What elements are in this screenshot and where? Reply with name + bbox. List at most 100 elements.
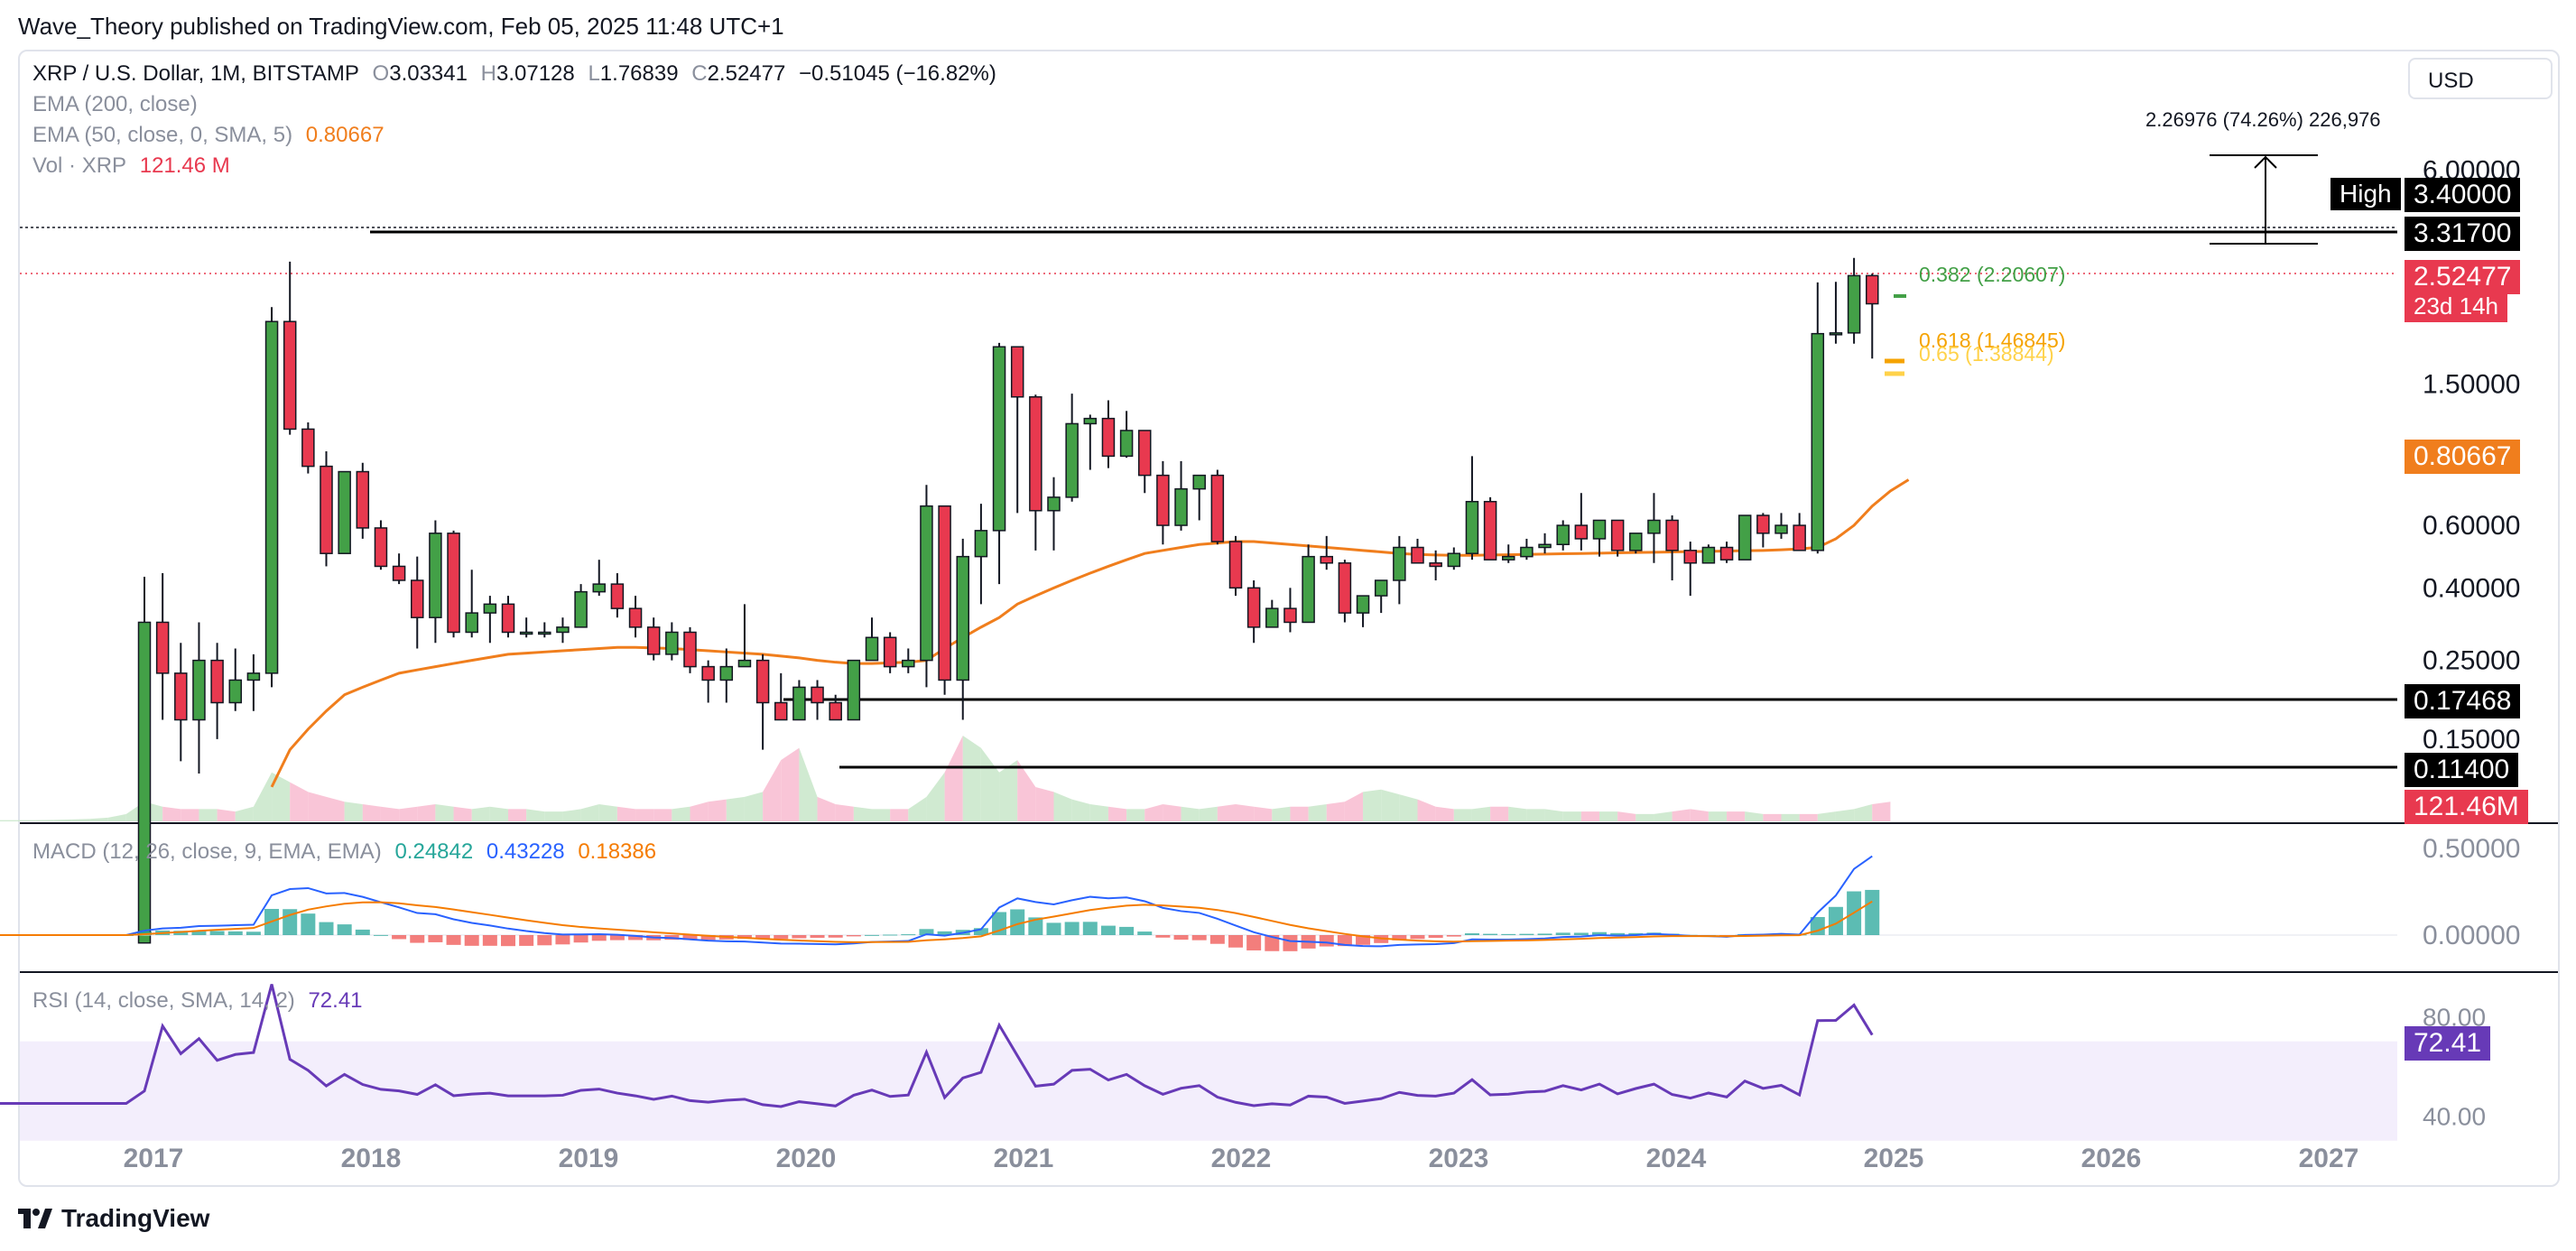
volume-bar [1017,760,1036,821]
chart-frame [18,50,2560,1187]
macd-histogram-bar [591,935,607,941]
fib-65-label: 0.65 (1.38844) [1919,342,2054,366]
currency-button[interactable]: USD [2408,58,2553,99]
volume-bar [1089,804,1108,821]
macd-histogram-bar [1228,935,1243,948]
candle-body [429,533,442,618]
legend-ema50[interactable]: EMA (50, close, 0, SMA, 5) 0.80667 [32,123,392,148]
candle-body [1520,546,1534,558]
candle-body [574,590,588,628]
volume-bar [1453,809,1472,821]
candle-countdown-tag: 23d 14h [2405,291,2507,322]
candle-body [519,631,533,635]
volume-bar [162,806,181,821]
candle-body [301,428,315,468]
volume-bar [1272,806,1291,821]
volume-bar [763,760,782,821]
price-axis-label: 0.25000 [2423,646,2520,676]
volume-bar [999,760,1018,821]
candle-body [1574,524,1589,540]
candle-body [1502,555,1515,561]
macd-pane [0,855,2397,951]
legend-open: 3.03341 [389,61,468,86]
legend-macd-label: MACD (12, 26, close, 9, EMA, EMA) [32,839,382,864]
volume-bar [508,809,527,821]
legend-change: −0.51045 (−16.82%) [799,61,996,86]
volume-bar [1727,811,1746,821]
macd-histogram-bar [973,928,988,935]
volume-bar [1745,811,1764,821]
candle-body [1029,396,1042,512]
volume-bar [471,806,490,821]
candle-body [628,607,643,628]
volume-bar [598,804,617,821]
legend-volume[interactable]: Vol · XRP 121.46 M [32,153,237,179]
candle-body [246,672,261,681]
candle-body [992,346,1006,532]
volume-bar [1544,809,1563,821]
candle-body [1793,524,1806,551]
macd-histogram-bar [1628,932,1644,935]
candle-body [1265,607,1279,628]
volume-bar [1163,804,1181,821]
candle-body [155,621,170,674]
macd-histogram-bar [173,931,189,935]
macd-histogram-bar [1610,932,1626,935]
macd-histogram-bar [1464,933,1479,935]
volume-bar [217,809,236,821]
macd-histogram-bar [901,934,916,936]
volume-bar [380,806,400,821]
candle-body [737,659,752,668]
volume-bar [1035,787,1054,821]
volume-bar [1107,806,1127,821]
candle-body [1866,274,1879,305]
volume-bar [435,804,454,821]
volume-bar [653,809,672,821]
macd-histogram-bar [1265,935,1280,951]
volume-bar [1599,811,1618,821]
macd-histogram-bar [1555,932,1571,935]
price-axis-label: 0.40000 [2423,573,2520,603]
macd-histogram-bar [1100,925,1116,935]
candle-body [1592,519,1607,540]
volume-bar [1799,813,1818,821]
volume-bar [1672,809,1691,821]
macd-histogram-bar [337,924,352,935]
volume-bar [53,819,72,821]
volume-bar [926,772,945,821]
macd-histogram-bar [519,935,534,946]
legend-macd[interactable]: MACD (12, 26, close, 9, EMA, EMA) 0.2484… [32,839,663,865]
macd-histogram-bar [1082,922,1098,935]
volume-tag: 121.46M [2405,790,2528,824]
candle-body [1192,474,1206,490]
candle-body [1447,552,1461,568]
volume-bar [817,796,836,821]
macd-histogram-bar [301,913,316,935]
volume-bar [1290,806,1309,821]
legend-rsi[interactable]: RSI (14, close, SMA, 14, 2) 72.41 [32,988,370,1014]
legend-low: 1.76839 [599,61,679,86]
candle-body [1556,524,1570,545]
volume-bar [1144,804,1163,821]
volume-bar [1854,804,1873,821]
volume-bar [872,809,891,821]
candle-body [1465,500,1479,554]
candle-body [646,626,661,655]
candle-body [465,612,478,634]
tradingview-logo[interactable]: TradingView [18,1204,209,1233]
volume-bar [1126,809,1145,821]
volume-bar [616,806,636,821]
volume-bar [35,820,54,821]
volume-bar [89,817,108,821]
macd-axis-label-zero: 0.00000 [2423,921,2520,950]
legend-vol-value: 121.46 M [139,153,230,178]
candle-body [1356,595,1370,614]
volume-bar [1326,802,1345,821]
volume-bar [580,804,599,821]
macd-histogram-bar [937,931,952,935]
legend-ema200[interactable]: EMA (200, close) [32,92,198,116]
legend-o-label: O [372,61,390,86]
macd-histogram-bar [1028,917,1043,935]
candle-body [847,659,861,721]
